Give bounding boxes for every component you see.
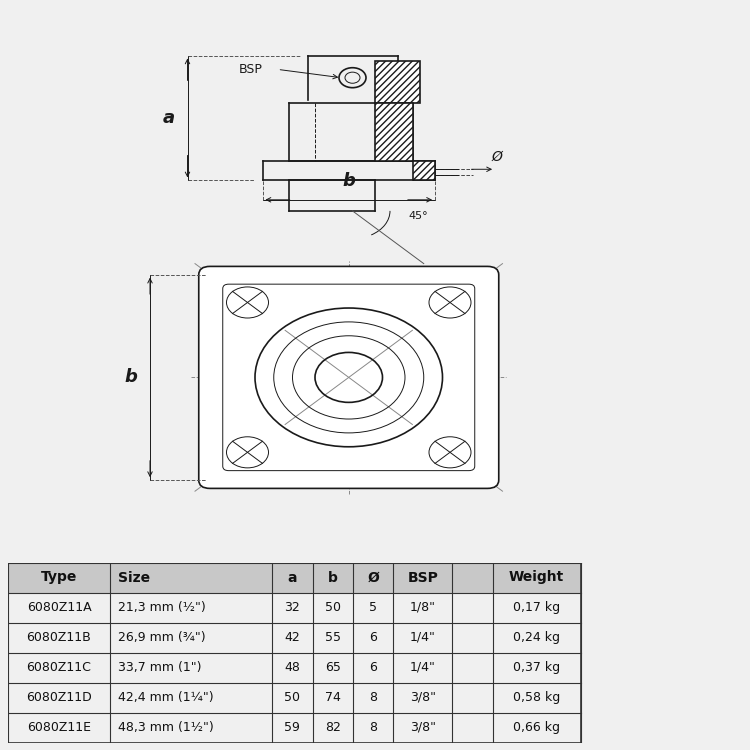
Text: a: a	[163, 109, 175, 127]
Text: 26,9 mm (¾"): 26,9 mm (¾")	[118, 631, 206, 644]
Text: Ø: Ø	[491, 150, 502, 164]
Bar	[375, 103, 413, 161]
Text: 50: 50	[325, 601, 340, 614]
Text: 3/8": 3/8"	[410, 691, 436, 704]
Text: 42: 42	[284, 631, 300, 644]
Text: 33,7 mm (1"): 33,7 mm (1")	[118, 661, 201, 674]
Text: 0,24 kg: 0,24 kg	[513, 631, 560, 644]
Bar	[413, 161, 435, 181]
Text: 0,37 kg: 0,37 kg	[513, 661, 560, 674]
Text: 42,4 mm (1¼"): 42,4 mm (1¼")	[118, 691, 213, 704]
Text: Weight: Weight	[509, 571, 564, 584]
Text: 0,66 kg: 0,66 kg	[513, 721, 560, 734]
Text: b: b	[124, 368, 138, 386]
Text: 50: 50	[284, 691, 300, 704]
Bar	[8, 562, 580, 742]
Text: 48: 48	[284, 661, 300, 674]
Text: 0,17 kg: 0,17 kg	[513, 601, 560, 614]
Text: 1/4": 1/4"	[410, 631, 436, 644]
Text: 32: 32	[284, 601, 300, 614]
Text: 45°: 45°	[409, 211, 428, 221]
Text: 1/8": 1/8"	[410, 601, 436, 614]
Text: 6: 6	[369, 631, 377, 644]
Text: BSP: BSP	[407, 571, 438, 584]
Text: Ø: Ø	[368, 571, 379, 584]
Text: 5: 5	[369, 601, 377, 614]
Text: 59: 59	[284, 721, 300, 734]
Text: 1/4": 1/4"	[410, 661, 436, 674]
Text: 6: 6	[369, 661, 377, 674]
Text: 74: 74	[325, 691, 340, 704]
Text: 6080Z11A: 6080Z11A	[27, 601, 92, 614]
Text: 8: 8	[369, 721, 377, 734]
Text: 6080Z11E: 6080Z11E	[27, 721, 91, 734]
Text: 6080Z11B: 6080Z11B	[26, 631, 92, 644]
Text: 6080Z11D: 6080Z11D	[26, 691, 92, 704]
Text: BSP: BSP	[238, 63, 262, 76]
Bar	[375, 61, 420, 103]
Text: 21,3 mm (½"): 21,3 mm (½")	[118, 601, 206, 614]
Text: 55: 55	[325, 631, 340, 644]
Text: 0,58 kg: 0,58 kg	[513, 691, 560, 704]
Text: a: a	[287, 571, 297, 584]
FancyBboxPatch shape	[199, 266, 499, 488]
Text: 82: 82	[325, 721, 340, 734]
Bar	[8, 562, 580, 592]
Text: Size: Size	[118, 571, 150, 584]
FancyBboxPatch shape	[223, 284, 475, 471]
Text: 6080Z11C: 6080Z11C	[26, 661, 92, 674]
Text: Type: Type	[40, 571, 77, 584]
Text: 3/8": 3/8"	[410, 721, 436, 734]
Text: 8: 8	[369, 691, 377, 704]
Text: b: b	[328, 571, 338, 584]
Text: b: b	[342, 172, 355, 190]
Text: 48,3 mm (1½"): 48,3 mm (1½")	[118, 721, 214, 734]
Text: 65: 65	[325, 661, 340, 674]
